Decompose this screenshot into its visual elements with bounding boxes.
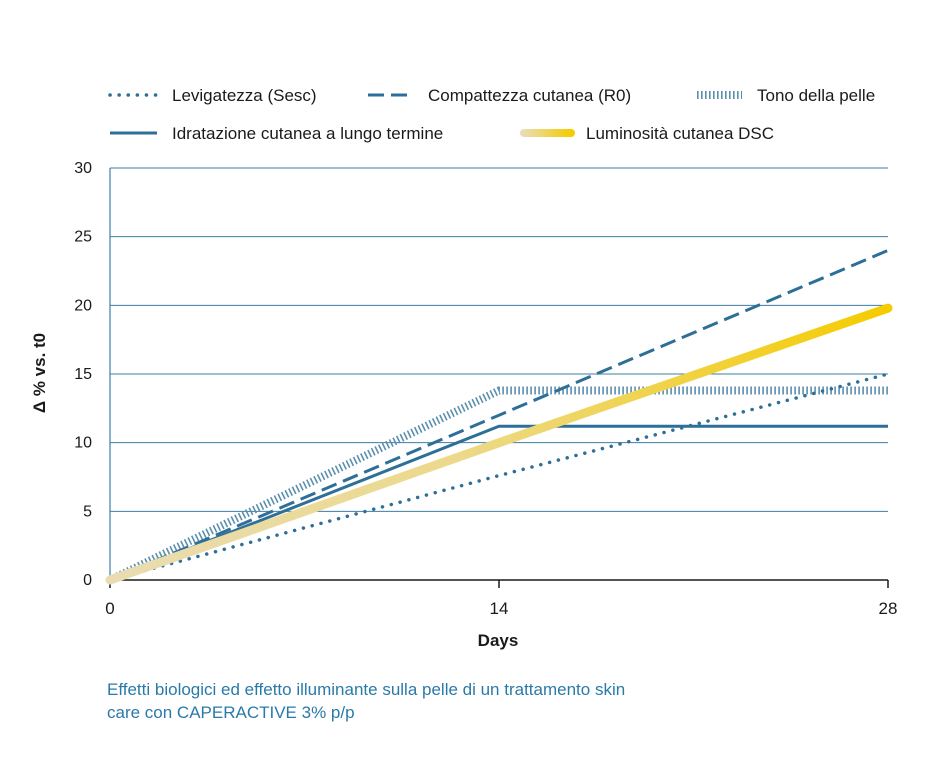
chart-caption: Effetti biologici ed effetto illuminante… [107,678,747,724]
series-line-levigatezza-sesc [108,372,890,582]
legend-label-tono-della-pelle: Tono della pelle [757,86,875,105]
y-tick-label: 5 [83,503,92,520]
y-tick-label: 20 [74,297,92,314]
y-tick-label: 10 [74,435,92,452]
x-tick-label: 0 [105,599,114,618]
legend-label-idratazione-cutanea-a-lungo-termine: Idratazione cutanea a lungo termine [172,124,443,143]
grid: 0 5 10 15 20 25 30 [74,160,888,589]
y-tick-label: 15 [74,366,92,383]
y-tick-label: 25 [74,229,92,246]
series-line-tono-della-pelle [108,386,888,584]
legend: Levigatezza (Sesc) Compattezza cutanea (R… [108,86,875,143]
series-line-luminosit-cutanea-dsc [105,303,893,585]
series-line-compattezza-cutanea-r0 [109,249,889,582]
y-tick-label: 0 [83,572,92,589]
series-layer [105,249,893,585]
series-line-idratazione-cutanea-a-lungo-termine [109,424,888,582]
x-tick-label: 28 [879,599,898,618]
x-axis-label: Days [478,631,519,650]
legend-label-compattezza-cutanea-r0: Compattezza cutanea (R0) [428,86,631,105]
axes: 0 14 28 [105,168,897,618]
y-axis-label: Δ % vs. t0 [30,333,49,413]
x-tick-label: 14 [490,599,509,618]
legend-label-luminosit-cutanea-dsc: Luminosità cutanea DSC [586,124,774,143]
y-tick-label: 30 [74,160,92,177]
caption-line-2: care con CAPERACTIVE 3% p/p [107,703,355,722]
legend-label-levigatezza-sesc: Levigatezza (Sesc) [172,86,317,105]
caption-line-1: Effetti biologici ed effetto illuminante… [107,680,626,699]
